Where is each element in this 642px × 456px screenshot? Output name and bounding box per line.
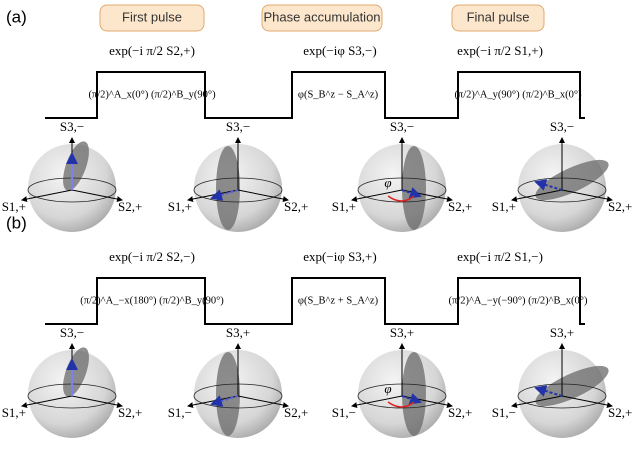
axis-label: S2,+ <box>448 199 472 214</box>
figure: First pulse Phase accumulation Final pulse… <box>0 0 642 456</box>
axis-label: S2,+ <box>608 405 632 420</box>
bloch-sphere: φ S3,− S1,+ S2,+ <box>332 119 473 232</box>
operator: exp(−iφ S3,+) <box>303 249 376 264</box>
bloch-sphere: S3,+ S1,− S2,+ <box>492 325 633 438</box>
pulse-label: (π/2)^A_x(0°) (π/2)^B_y(90°) <box>88 89 216 100</box>
axis-label: S1,− <box>332 405 356 420</box>
axis-label: S3,+ <box>550 325 574 340</box>
axis-label: S1,+ <box>332 199 356 214</box>
operator: exp(−iφ S3,−) <box>303 43 376 58</box>
panel-label: (b) <box>6 213 27 232</box>
operator: exp(−i π/2 S2,−) <box>109 249 195 264</box>
axis-label: S1,− <box>168 405 192 420</box>
axis-label: S3,− <box>550 119 574 134</box>
panel-label: (a) <box>6 7 27 26</box>
pulse-label: φ(S_B^z − S_A^z) <box>298 89 379 100</box>
bloch-sphere: S3,− S1,+ S2,+ <box>168 119 309 232</box>
shaded-region <box>402 146 426 230</box>
bloch-sphere: φ S3,+ S1,− S2,+ <box>332 325 473 438</box>
axis-label: S3,− <box>60 119 84 134</box>
axis-label: S2,+ <box>284 405 308 420</box>
phase-label: φ <box>384 175 391 190</box>
axis-label: S3,− <box>226 119 250 134</box>
axis-label: S1,+ <box>2 405 26 420</box>
shaded-region <box>402 352 426 436</box>
pulse-label: (π/2)^A_−y(−90°) (π/2)^B_x(0°) <box>449 295 588 306</box>
bloch-sphere: S3,+ S1,− S2,+ <box>168 325 309 438</box>
axis-label: S3,− <box>390 119 414 134</box>
pulse-label: (π/2)^A_−x(180°) (π/2)^B_y(90°) <box>80 295 224 306</box>
axis-label: S2,+ <box>284 199 308 214</box>
axis-label: S2,+ <box>118 199 142 214</box>
axis-label: S2,+ <box>118 405 142 420</box>
axis-label: S3,+ <box>226 325 250 340</box>
stage-label: Final pulse <box>467 9 530 24</box>
axis-label: S3,+ <box>390 325 414 340</box>
axis-label: S1,+ <box>492 199 516 214</box>
axis-label: S3,− <box>60 325 84 340</box>
axis-label: S2,+ <box>448 405 472 420</box>
axis-label: S2,+ <box>608 199 632 214</box>
pulse-label: φ(S_B^z + S_A^z) <box>298 295 379 306</box>
phase-label: φ <box>384 381 391 396</box>
pulse-label: (π/2)^A_y(90°) (π/2)^B_x(0°) <box>454 89 582 100</box>
stage-label: Phase accumulation <box>263 9 380 24</box>
axis-label: S1,− <box>492 405 516 420</box>
operator: exp(−i π/2 S2,+) <box>109 43 195 58</box>
axis-label: S1,+ <box>168 199 192 214</box>
bloch-sphere: S3,− S1,+ S2,+ <box>492 119 633 232</box>
shaded-region <box>216 352 240 436</box>
bloch-sphere: S3,− S1,+ S2,+ <box>2 325 143 438</box>
stage-label: First pulse <box>122 9 182 24</box>
operator: exp(−i π/2 S1,−) <box>457 249 543 264</box>
axis-label: S1,+ <box>2 199 26 214</box>
operator: exp(−i π/2 S1,+) <box>457 43 543 58</box>
shaded-region <box>216 146 240 230</box>
